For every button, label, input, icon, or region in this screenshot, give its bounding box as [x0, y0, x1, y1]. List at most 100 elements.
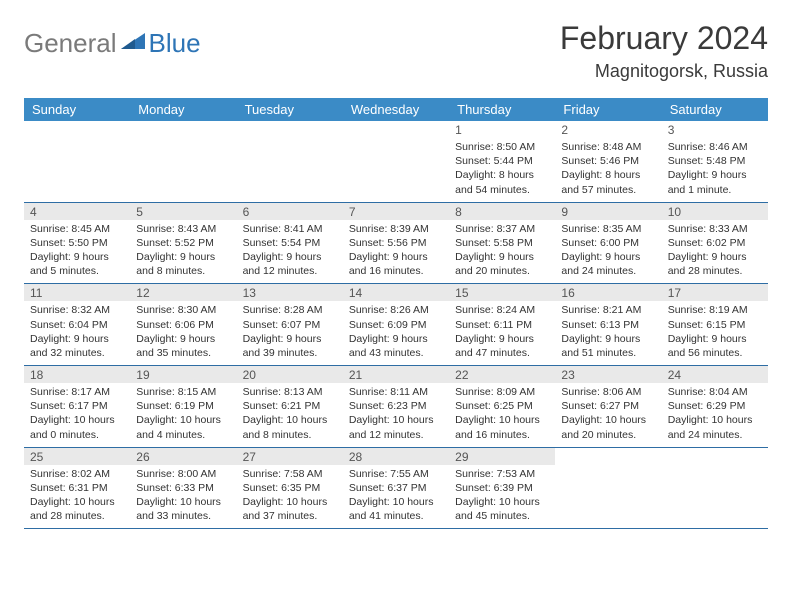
day-info: Sunrise: 8:00 AMSunset: 6:33 PMDaylight:… — [130, 465, 236, 529]
week-block: 123Sunrise: 8:50 AMSunset: 5:44 PMDaylig… — [24, 121, 768, 203]
sunrise-text: Sunrise: 8:13 AM — [243, 385, 337, 399]
day-info: Sunrise: 8:17 AMSunset: 6:17 PMDaylight:… — [24, 383, 130, 447]
day-number: 25 — [24, 448, 130, 465]
day-info: Sunrise: 8:09 AMSunset: 6:25 PMDaylight:… — [449, 383, 555, 447]
day-info: Sunrise: 8:41 AMSunset: 5:54 PMDaylight:… — [237, 220, 343, 284]
logo-text-general: General — [24, 28, 117, 59]
logo: General Blue — [24, 28, 201, 59]
day-number-row: 2526272829 — [24, 448, 768, 465]
sunset-text: Sunset: 6:00 PM — [561, 236, 655, 250]
day-info — [130, 138, 236, 202]
sunrise-text: Sunrise: 8:46 AM — [668, 140, 762, 154]
sunset-text: Sunset: 6:27 PM — [561, 399, 655, 413]
day-number: 5 — [130, 203, 236, 220]
sunset-text: Sunset: 6:13 PM — [561, 318, 655, 332]
day-number: 21 — [343, 366, 449, 383]
day-number: 14 — [343, 284, 449, 301]
sunset-text: Sunset: 5:54 PM — [243, 236, 337, 250]
day-info: Sunrise: 7:55 AMSunset: 6:37 PMDaylight:… — [343, 465, 449, 529]
day-number: 4 — [24, 203, 130, 220]
sunset-text: Sunset: 5:56 PM — [349, 236, 443, 250]
week-block: 45678910Sunrise: 8:45 AMSunset: 5:50 PMD… — [24, 203, 768, 285]
day-number-row: 45678910 — [24, 203, 768, 220]
day-number: 22 — [449, 366, 555, 383]
day-info — [662, 465, 768, 529]
day-info: Sunrise: 8:19 AMSunset: 6:15 PMDaylight:… — [662, 301, 768, 365]
daylight-text: Daylight: 10 hours and 45 minutes. — [455, 495, 549, 523]
daylight-text: Daylight: 9 hours and 24 minutes. — [561, 250, 655, 278]
sunrise-text: Sunrise: 8:43 AM — [136, 222, 230, 236]
day-info: Sunrise: 8:02 AMSunset: 6:31 PMDaylight:… — [24, 465, 130, 529]
day-info-row: Sunrise: 8:17 AMSunset: 6:17 PM Daylight:… — [24, 383, 768, 447]
daylight-text: Daylight: 10 hours and 16 minutes. — [455, 413, 549, 441]
day-number: 24 — [662, 366, 768, 383]
day-info: Sunrise: 8:04 AMSunset: 6:29 PMDaylight:… — [662, 383, 768, 447]
day-info-row: Sunrise: 8:50 AMSunset: 5:44 PMDaylight:… — [24, 138, 768, 202]
day-header-thu: Thursday — [449, 98, 555, 121]
sunset-text: Sunset: 6:11 PM — [455, 318, 549, 332]
day-info: Sunrise: 8:28 AMSunset: 6:07 PMDaylight:… — [237, 301, 343, 365]
sunset-text: Sunset: 6:35 PM — [243, 481, 337, 495]
day-info: Sunrise: 8:45 AMSunset: 5:50 PMDaylight:… — [24, 220, 130, 284]
daylight-text: Daylight: 9 hours and 8 minutes. — [136, 250, 230, 278]
daylight-text: Daylight: 9 hours and 35 minutes. — [136, 332, 230, 360]
day-number: 23 — [555, 366, 661, 383]
daylight-text: Daylight: 9 hours and 28 minutes. — [668, 250, 762, 278]
week-block: 11121314151617Sunrise: 8:32 AMSunset: 6:… — [24, 284, 768, 366]
day-number — [555, 448, 661, 465]
day-number — [237, 121, 343, 138]
day-number: 10 — [662, 203, 768, 220]
day-number — [343, 121, 449, 138]
daylight-text: Daylight: 9 hours and 56 minutes. — [668, 332, 762, 360]
sunrise-text: Sunrise: 8:28 AM — [243, 303, 337, 317]
daylight-text: Daylight: 10 hours and 8 minutes. — [243, 413, 337, 441]
day-number: 29 — [449, 448, 555, 465]
day-number: 9 — [555, 203, 661, 220]
weeks-container: 1 23 Sunrise: 8:50 AMSunset: 5:44 PMDaylig… — [24, 121, 768, 529]
sunset-text: Sunset: 6:39 PM — [455, 481, 549, 495]
day-info-row: Sunrise: 8:45 AMSunset: 5:50 PMDaylight:… — [24, 220, 768, 284]
daylight-text: Daylight: 9 hours and 12 minutes. — [243, 250, 337, 278]
daylight-text: Daylight: 10 hours and 28 minutes. — [30, 495, 124, 523]
day-info: Sunrise: 8:46 AMSunset: 5:48 PMDaylight:… — [662, 138, 768, 202]
week-block: 2526272829Sunrise: 8:02 AMSunset: 6:31 P… — [24, 448, 768, 530]
day-number: 20 — [237, 366, 343, 383]
sunset-text: Sunset: 5:50 PM — [30, 236, 124, 250]
day-info: Sunrise: 8:37 AMSunset: 5:58 PMDaylight:… — [449, 220, 555, 284]
daylight-text: Daylight: 10 hours and 37 minutes. — [243, 495, 337, 523]
day-info: Sunrise: 8:06 AMSunset: 6:27 PMDaylight:… — [555, 383, 661, 447]
sunset-text: Sunset: 6:17 PM — [30, 399, 124, 413]
logo-text-blue: Blue — [149, 28, 201, 59]
daylight-text: Daylight: 10 hours and 4 minutes. — [136, 413, 230, 441]
day-number: 1 — [449, 121, 555, 138]
day-number — [130, 121, 236, 138]
day-info: Sunrise: 8:35 AMSunset: 6:00 PMDaylight:… — [555, 220, 661, 284]
sunset-text: Sunset: 6:04 PM — [30, 318, 124, 332]
day-number: 26 — [130, 448, 236, 465]
day-header-mon: Monday — [130, 98, 236, 121]
day-number: 11 — [24, 284, 130, 301]
sunrise-text: Sunrise: 8:24 AM — [455, 303, 549, 317]
day-info: Sunrise: 8:30 AMSunset: 6:06 PMDaylight:… — [130, 301, 236, 365]
day-number: 6 — [237, 203, 343, 220]
sunrise-text: Sunrise: 8:00 AM — [136, 467, 230, 481]
sunrise-text: Sunrise: 8:48 AM — [561, 140, 655, 154]
day-number: 27 — [237, 448, 343, 465]
sunrise-text: Sunrise: 7:55 AM — [349, 467, 443, 481]
sunset-text: Sunset: 6:31 PM — [30, 481, 124, 495]
day-number: 8 — [449, 203, 555, 220]
day-number-row: 18192021222324 — [24, 366, 768, 383]
day-number: 18 — [24, 366, 130, 383]
day-number-row: 11121314151617 — [24, 284, 768, 301]
sunset-text: Sunset: 6:29 PM — [668, 399, 762, 413]
day-info: Sunrise: 8:13 AMSunset: 6:21 PMDaylight:… — [237, 383, 343, 447]
sunset-text: Sunset: 6:07 PM — [243, 318, 337, 332]
sunrise-text: Sunrise: 8:17 AM — [30, 385, 124, 399]
day-info: Sunrise: 8:21 AMSunset: 6:13 PMDaylight:… — [555, 301, 661, 365]
daylight-text: Daylight: 9 hours and 43 minutes. — [349, 332, 443, 360]
day-header-tue: Tuesday — [237, 98, 343, 121]
day-info: Sunrise: 8:26 AMSunset: 6:09 PMDaylight:… — [343, 301, 449, 365]
day-info — [555, 465, 661, 529]
sunrise-text: Sunrise: 8:35 AM — [561, 222, 655, 236]
daylight-text: Daylight: 9 hours and 32 minutes. — [30, 332, 124, 360]
